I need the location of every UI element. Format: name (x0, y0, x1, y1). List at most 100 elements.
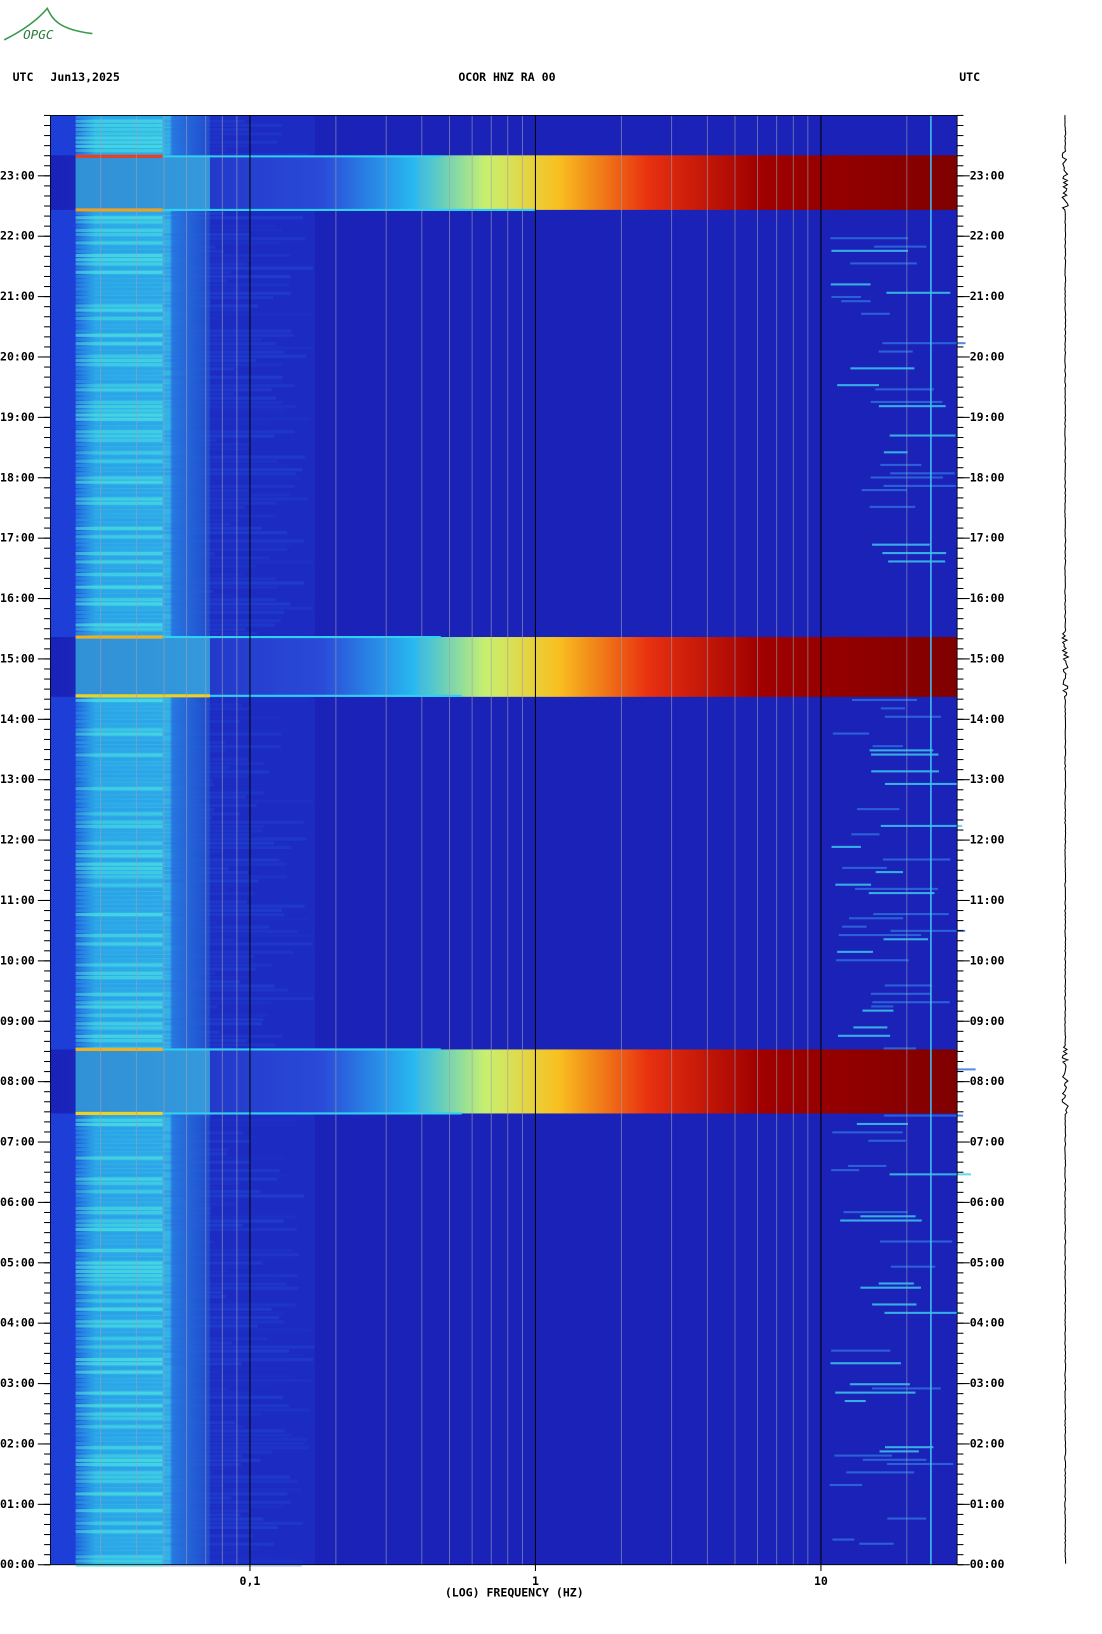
texture-streak (162, 1362, 242, 1366)
texture-streak (75, 518, 163, 522)
texture-streak (162, 627, 247, 631)
texture-streak (162, 812, 241, 816)
texture-streak (75, 971, 163, 975)
texture-streak (75, 363, 163, 367)
texture-streak (75, 1005, 163, 1009)
texture-streak (75, 430, 163, 434)
texture-streak (162, 1198, 225, 1202)
texture-streak (75, 740, 163, 745)
texture-streak (162, 258, 252, 262)
texture-streak (75, 1223, 163, 1227)
texture-streak (75, 1542, 163, 1546)
texture-streak (163, 947, 243, 950)
texture-streak (75, 1530, 163, 1534)
texture-streak (162, 887, 227, 891)
texture-streak (162, 1467, 226, 1471)
texture-streak (75, 904, 163, 908)
texture-streak (75, 1135, 163, 1139)
texture-streak (880, 707, 906, 710)
texture-streak (75, 1173, 163, 1177)
texture-streak (75, 245, 163, 249)
texture-streak (883, 1114, 964, 1117)
texture-streak (75, 841, 163, 845)
texture-streak (162, 1475, 291, 1479)
texture-streak (75, 1236, 163, 1240)
texture-streak (75, 1475, 163, 1479)
y-tick-label: 03:00 (970, 1376, 1005, 1390)
texture-streak (75, 1353, 163, 1357)
texture-streak (75, 295, 163, 300)
texture-streak (162, 384, 296, 388)
y-tick-label: 20:00 (970, 349, 1005, 363)
texture-streak (75, 1500, 163, 1504)
texture-streak (75, 136, 163, 140)
y-tick-label: 12:00 (0, 833, 35, 847)
texture-streak (75, 942, 163, 946)
y-tick-label: 22:00 (970, 229, 1005, 243)
texture-streak (162, 766, 230, 770)
logo: OPGC (3, 6, 93, 42)
texture-streak (75, 728, 163, 732)
texture-streak (162, 761, 264, 766)
texture-streak (75, 321, 163, 325)
texture-streak (162, 262, 247, 266)
texture-streak (850, 262, 917, 265)
texture-streak (162, 1374, 291, 1378)
y-tick-label: 00:00 (970, 1557, 1005, 1571)
texture-streak (75, 1332, 163, 1336)
texture-streak (162, 833, 252, 837)
texture-streak (75, 476, 163, 480)
texture-streak (163, 569, 298, 572)
texture-streak (75, 1194, 163, 1198)
texture-streak (75, 472, 163, 476)
texture-streak (162, 1005, 218, 1009)
texture-streak (162, 975, 251, 980)
texture-streak (162, 379, 284, 384)
texture-streak (162, 1290, 222, 1294)
texture-streak (162, 354, 307, 358)
texture-streak (75, 413, 163, 417)
texture-streak (860, 1286, 921, 1289)
texture-streak (75, 1156, 163, 1160)
texture-streak (75, 249, 163, 253)
texture-streak (75, 892, 163, 896)
texture-streak (162, 493, 291, 497)
texture-streak (162, 1013, 269, 1017)
texture-streak (75, 753, 163, 757)
texture-streak (75, 799, 163, 803)
texture-streak (162, 295, 274, 300)
texture-streak (162, 434, 275, 438)
texture-streak (75, 1215, 163, 1219)
texture-streak (880, 824, 963, 827)
texture-streak (875, 388, 934, 391)
texture-streak (842, 925, 867, 928)
texture-streak (162, 237, 306, 241)
texture-streak (75, 854, 163, 858)
texture-streak (75, 1211, 163, 1215)
texture-streak (162, 505, 245, 509)
texture-streak (162, 1265, 251, 1269)
texture-streak (163, 1165, 269, 1168)
texture-streak (75, 547, 163, 551)
texture-streak (831, 1169, 860, 1172)
texture-streak (162, 1353, 303, 1357)
texture-streak (163, 993, 313, 996)
texture-streak (162, 996, 314, 1001)
texture-streak (890, 929, 966, 932)
texture-streak (162, 392, 234, 396)
texture-streak (162, 346, 313, 350)
texture-streak (162, 1248, 293, 1252)
texture-streak (75, 577, 163, 581)
y-tick-label: 19:00 (0, 410, 35, 424)
texture-streak (162, 1341, 233, 1345)
texture-streak (162, 522, 231, 526)
texture-streak (162, 1190, 261, 1194)
texture-streak (162, 1357, 314, 1362)
texture-streak (163, 712, 224, 715)
texture-streak (75, 1227, 163, 1232)
texture-streak (162, 472, 296, 476)
texture-streak (162, 1282, 288, 1286)
texture-streak (75, 1320, 163, 1324)
texture-streak (75, 1303, 163, 1307)
